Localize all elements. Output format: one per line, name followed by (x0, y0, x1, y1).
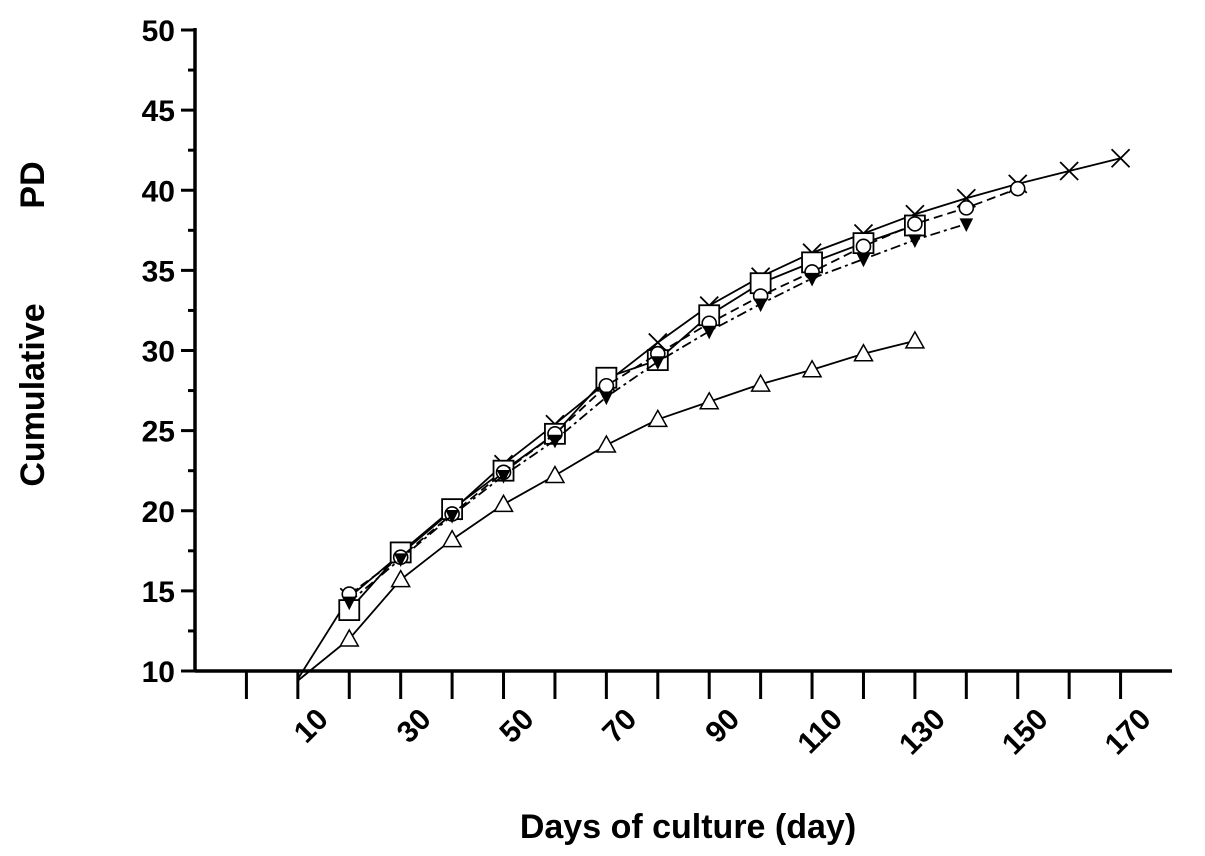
series-5 (297, 330, 926, 682)
data-point (548, 434, 562, 449)
y-tick-label: 50 (142, 15, 175, 48)
data-point (496, 469, 511, 484)
y-tick-label: 40 (142, 175, 175, 208)
data-point (753, 298, 768, 313)
data-point (1059, 161, 1079, 181)
ticks (181, 28, 1123, 699)
series-4 (342, 218, 974, 611)
data-point (958, 200, 975, 216)
data-point (598, 377, 615, 394)
data-point (855, 238, 872, 255)
axes (193, 28, 1172, 673)
data-point (856, 253, 871, 268)
x-tick-label: 170 (1099, 703, 1158, 762)
data-point (904, 330, 926, 349)
data-point (959, 218, 974, 233)
series-1 (297, 148, 1131, 680)
y-tick-label: 20 (142, 496, 175, 529)
tick-labels: 10 15 20 25 30 35 40 45 50 10 30 50 70 90 110 130 150 170 (142, 15, 1158, 761)
series-3 (341, 180, 1026, 602)
data-point (342, 596, 357, 611)
data-point (801, 359, 823, 378)
series-layer (297, 148, 1131, 682)
y-tick-label: 30 (142, 336, 175, 369)
data-point (441, 529, 463, 548)
y-tick-label: 15 (142, 576, 175, 609)
data-point (908, 234, 922, 249)
series-line (297, 157, 1121, 680)
x-tick-label: 10 (288, 703, 335, 750)
data-point (648, 332, 668, 353)
data-point (907, 216, 923, 232)
data-point (698, 391, 720, 410)
data-point (853, 343, 874, 362)
data-point (650, 356, 665, 370)
data-point (1009, 180, 1026, 197)
x-tick-label: 110 (791, 703, 849, 761)
x-axis-title: Days of culture (day) (520, 808, 856, 846)
y-tick-label: 25 (142, 416, 175, 449)
y-axis-title-cumulative: Cumulative (14, 303, 52, 486)
x-tick-label: 50 (494, 703, 541, 750)
series-line (348, 187, 1019, 595)
series-line (348, 224, 916, 611)
x-tick-label: 90 (699, 703, 746, 750)
data-point (1110, 148, 1131, 168)
y-tick-label: 35 (142, 255, 175, 288)
data-point (390, 569, 411, 588)
data-point (702, 325, 717, 340)
data-point (647, 408, 669, 428)
data-point (544, 464, 566, 484)
y-tick-label: 10 (142, 656, 175, 689)
data-point (596, 434, 617, 453)
x-tick-label: 130 (893, 703, 952, 762)
data-point (805, 272, 819, 287)
data-point (338, 628, 360, 647)
data-point (750, 373, 771, 392)
x-tick-label: 70 (596, 703, 643, 750)
y-axis-title-pd: PD (14, 161, 52, 208)
data-point (493, 493, 514, 513)
y-tick-label: 45 (142, 95, 175, 128)
x-tick-label: 30 (391, 703, 438, 750)
data-point (393, 553, 408, 567)
x-tick-label: 150 (996, 703, 1055, 762)
data-point (599, 391, 614, 406)
data-point (445, 510, 459, 524)
